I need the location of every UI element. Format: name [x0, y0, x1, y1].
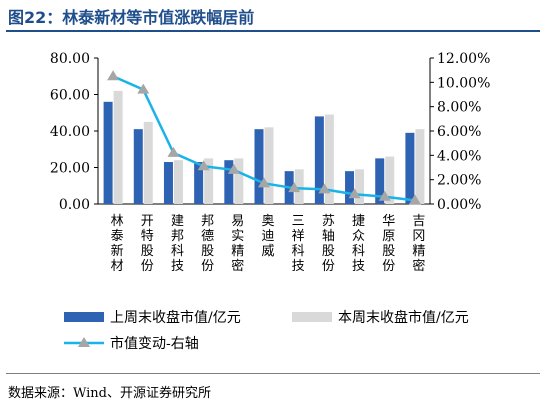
x-tick-label: 苏轴股份 — [322, 213, 335, 274]
bar-this-week — [355, 169, 365, 204]
x-tick-label: 三祥科技 — [292, 214, 305, 274]
axes: 80.00 60.00 40.00 20.00 0.00 12.00% 10.00% 8.00… — [50, 51, 490, 213]
change-line — [107, 70, 421, 205]
x-tick-label: 林泰新材 — [111, 214, 124, 274]
change-marker — [348, 188, 361, 199]
change-marker — [288, 182, 301, 193]
change-marker — [258, 177, 270, 188]
x-tick-label: 开特股份 — [141, 214, 154, 274]
bar-this-week — [234, 158, 244, 204]
x-tick-label: 建邦科技 — [171, 214, 184, 274]
bar-this-week — [385, 156, 395, 204]
left-tick-label: 80.00 — [50, 51, 90, 67]
bar-this-week — [204, 158, 214, 204]
right-tick-label: 8.00% — [437, 100, 481, 116]
legend-swatch-prev — [64, 312, 104, 322]
change-marker — [227, 163, 240, 174]
figure-title: 图22：林泰新材等市值涨跌幅居前 — [8, 8, 255, 27]
bar-prev-week — [133, 129, 143, 204]
change-marker — [197, 160, 210, 171]
bar-this-week — [113, 90, 123, 204]
legend-label-prev: 上周末收盘市值/亿元 — [110, 309, 241, 326]
change-marker — [107, 70, 120, 81]
x-tick-labels: 林泰新材 开特股份 建邦科技 邦德股份 易实精密 奥迪威 三祥科技 苏轴股份 捷众科技 华原股份 吉… — [111, 213, 426, 274]
bar-this-week — [173, 160, 183, 204]
bar-this-week — [264, 127, 274, 204]
x-tick-label: 邦德股份 — [201, 214, 214, 274]
change-marker — [378, 190, 391, 201]
bar-prev-week — [254, 129, 264, 204]
bar-prev-week — [224, 160, 234, 204]
right-tick-label: 6.00% — [437, 124, 481, 140]
bar-prev-week — [314, 116, 324, 204]
x-tick-label: 奥迪威 — [261, 214, 274, 259]
x-tick-label: 吉冈精密 — [412, 214, 425, 274]
bar-this-week — [324, 114, 334, 204]
change-marker — [318, 183, 331, 194]
legend-label-line: 市值变动-右轴 — [110, 335, 199, 352]
source-note: 数据来源：Wind、开源证券研究所 — [8, 386, 211, 401]
bar-prev-week — [405, 132, 415, 204]
chart: 80.00 60.00 40.00 20.00 0.00 12.00% 10.00% 8.00… — [50, 51, 490, 352]
left-tick-label: 60.00 — [50, 88, 90, 104]
left-tick-label: 0.00 — [59, 197, 90, 213]
right-tick-label: 0.00% — [437, 197, 481, 213]
change-marker — [167, 146, 180, 157]
right-tick-label: 10.00% — [437, 75, 490, 91]
left-tick-label: 40.00 — [50, 124, 90, 140]
right-tick-label: 2.00% — [437, 173, 481, 189]
bar-prev-week — [194, 162, 204, 204]
bar-this-week — [143, 121, 153, 204]
legend-swatch-curr — [292, 312, 332, 322]
legend-marker — [78, 337, 90, 347]
legend-label-curr: 本周末收盘市值/亿元 — [338, 309, 469, 326]
bar-this-week — [415, 129, 425, 204]
bar-prev-week — [103, 101, 113, 204]
source-rule — [6, 373, 540, 374]
bar-prev-week — [163, 162, 173, 204]
left-tick-label: 20.00 — [50, 161, 90, 177]
x-tick-label: 捷众科技 — [352, 214, 365, 274]
right-tick-label: 12.00% — [437, 51, 490, 67]
title-rule — [6, 30, 540, 32]
bar-this-week — [294, 169, 304, 204]
change-marker — [408, 194, 421, 205]
bar-prev-week — [375, 158, 385, 204]
change-marker — [137, 83, 150, 94]
x-tick-label: 华原股份 — [382, 214, 395, 274]
x-tick-label: 易实精密 — [231, 214, 244, 274]
right-tick-label: 4.00% — [437, 148, 481, 164]
bar-prev-week — [345, 171, 355, 204]
